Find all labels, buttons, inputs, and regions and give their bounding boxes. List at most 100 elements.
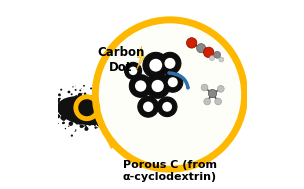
- Circle shape: [163, 72, 183, 92]
- Circle shape: [74, 116, 76, 119]
- Circle shape: [118, 105, 119, 106]
- Circle shape: [66, 106, 70, 111]
- Circle shape: [56, 97, 57, 98]
- Circle shape: [125, 62, 142, 79]
- Circle shape: [104, 104, 106, 106]
- Circle shape: [91, 124, 92, 125]
- Circle shape: [75, 129, 77, 131]
- Circle shape: [68, 91, 70, 93]
- Circle shape: [54, 115, 55, 117]
- Circle shape: [98, 100, 99, 101]
- Circle shape: [63, 99, 65, 100]
- Circle shape: [57, 98, 60, 101]
- Circle shape: [91, 118, 95, 122]
- Circle shape: [99, 110, 101, 112]
- Circle shape: [98, 115, 101, 117]
- Circle shape: [208, 89, 217, 98]
- Circle shape: [78, 94, 80, 95]
- Circle shape: [95, 126, 97, 129]
- Circle shape: [56, 114, 60, 118]
- Circle shape: [92, 105, 96, 109]
- Circle shape: [105, 109, 109, 114]
- Circle shape: [53, 123, 54, 125]
- Circle shape: [109, 121, 112, 124]
- Circle shape: [99, 107, 102, 110]
- Circle shape: [99, 86, 100, 87]
- Circle shape: [74, 95, 78, 99]
- Circle shape: [110, 114, 114, 118]
- Circle shape: [106, 115, 111, 120]
- Circle shape: [93, 96, 98, 101]
- Circle shape: [164, 58, 175, 69]
- Circle shape: [103, 115, 105, 116]
- Circle shape: [83, 114, 86, 117]
- Circle shape: [138, 96, 159, 117]
- Circle shape: [95, 111, 96, 113]
- Circle shape: [209, 56, 214, 61]
- Circle shape: [110, 116, 114, 120]
- Circle shape: [98, 106, 103, 110]
- Circle shape: [98, 112, 101, 115]
- Circle shape: [102, 129, 104, 132]
- Circle shape: [162, 102, 172, 112]
- Circle shape: [107, 101, 109, 103]
- Circle shape: [109, 129, 110, 130]
- Circle shape: [66, 118, 67, 119]
- Circle shape: [119, 118, 120, 119]
- Circle shape: [101, 122, 105, 127]
- Circle shape: [74, 131, 76, 132]
- Circle shape: [86, 124, 87, 125]
- Circle shape: [71, 110, 74, 113]
- Circle shape: [55, 102, 57, 104]
- Circle shape: [168, 77, 178, 87]
- Circle shape: [69, 109, 73, 114]
- Circle shape: [60, 89, 62, 91]
- Circle shape: [97, 123, 100, 126]
- Circle shape: [88, 117, 92, 120]
- Circle shape: [215, 98, 222, 105]
- Circle shape: [204, 98, 211, 105]
- Circle shape: [69, 122, 73, 126]
- Circle shape: [151, 80, 164, 92]
- Circle shape: [92, 99, 94, 101]
- Circle shape: [145, 74, 170, 98]
- Circle shape: [80, 106, 81, 108]
- Circle shape: [106, 86, 108, 89]
- Circle shape: [203, 47, 214, 58]
- Circle shape: [159, 52, 181, 74]
- Circle shape: [85, 104, 90, 108]
- Circle shape: [80, 115, 84, 118]
- Circle shape: [157, 97, 177, 117]
- Circle shape: [129, 75, 152, 97]
- Circle shape: [79, 111, 81, 113]
- Circle shape: [201, 84, 208, 91]
- Circle shape: [197, 44, 206, 53]
- Circle shape: [59, 104, 61, 106]
- Circle shape: [71, 134, 73, 137]
- Circle shape: [76, 107, 80, 111]
- Circle shape: [109, 117, 111, 119]
- Circle shape: [58, 93, 61, 96]
- Circle shape: [117, 110, 119, 112]
- Circle shape: [149, 59, 162, 72]
- Circle shape: [61, 116, 66, 121]
- Text: Porous C (from
α-cyclodextrin): Porous C (from α-cyclodextrin): [123, 160, 217, 182]
- Circle shape: [88, 117, 89, 118]
- Circle shape: [88, 115, 93, 119]
- Circle shape: [80, 97, 85, 102]
- Circle shape: [78, 105, 82, 108]
- FancyArrowPatch shape: [169, 73, 188, 88]
- Circle shape: [80, 98, 85, 102]
- Circle shape: [96, 108, 100, 112]
- Circle shape: [76, 99, 78, 101]
- Circle shape: [94, 97, 97, 100]
- Circle shape: [72, 106, 74, 108]
- Circle shape: [79, 89, 81, 91]
- Circle shape: [94, 124, 96, 126]
- Circle shape: [93, 117, 95, 118]
- Circle shape: [82, 125, 85, 127]
- Circle shape: [97, 88, 98, 89]
- Circle shape: [85, 96, 89, 101]
- Circle shape: [112, 124, 113, 126]
- Circle shape: [55, 98, 60, 103]
